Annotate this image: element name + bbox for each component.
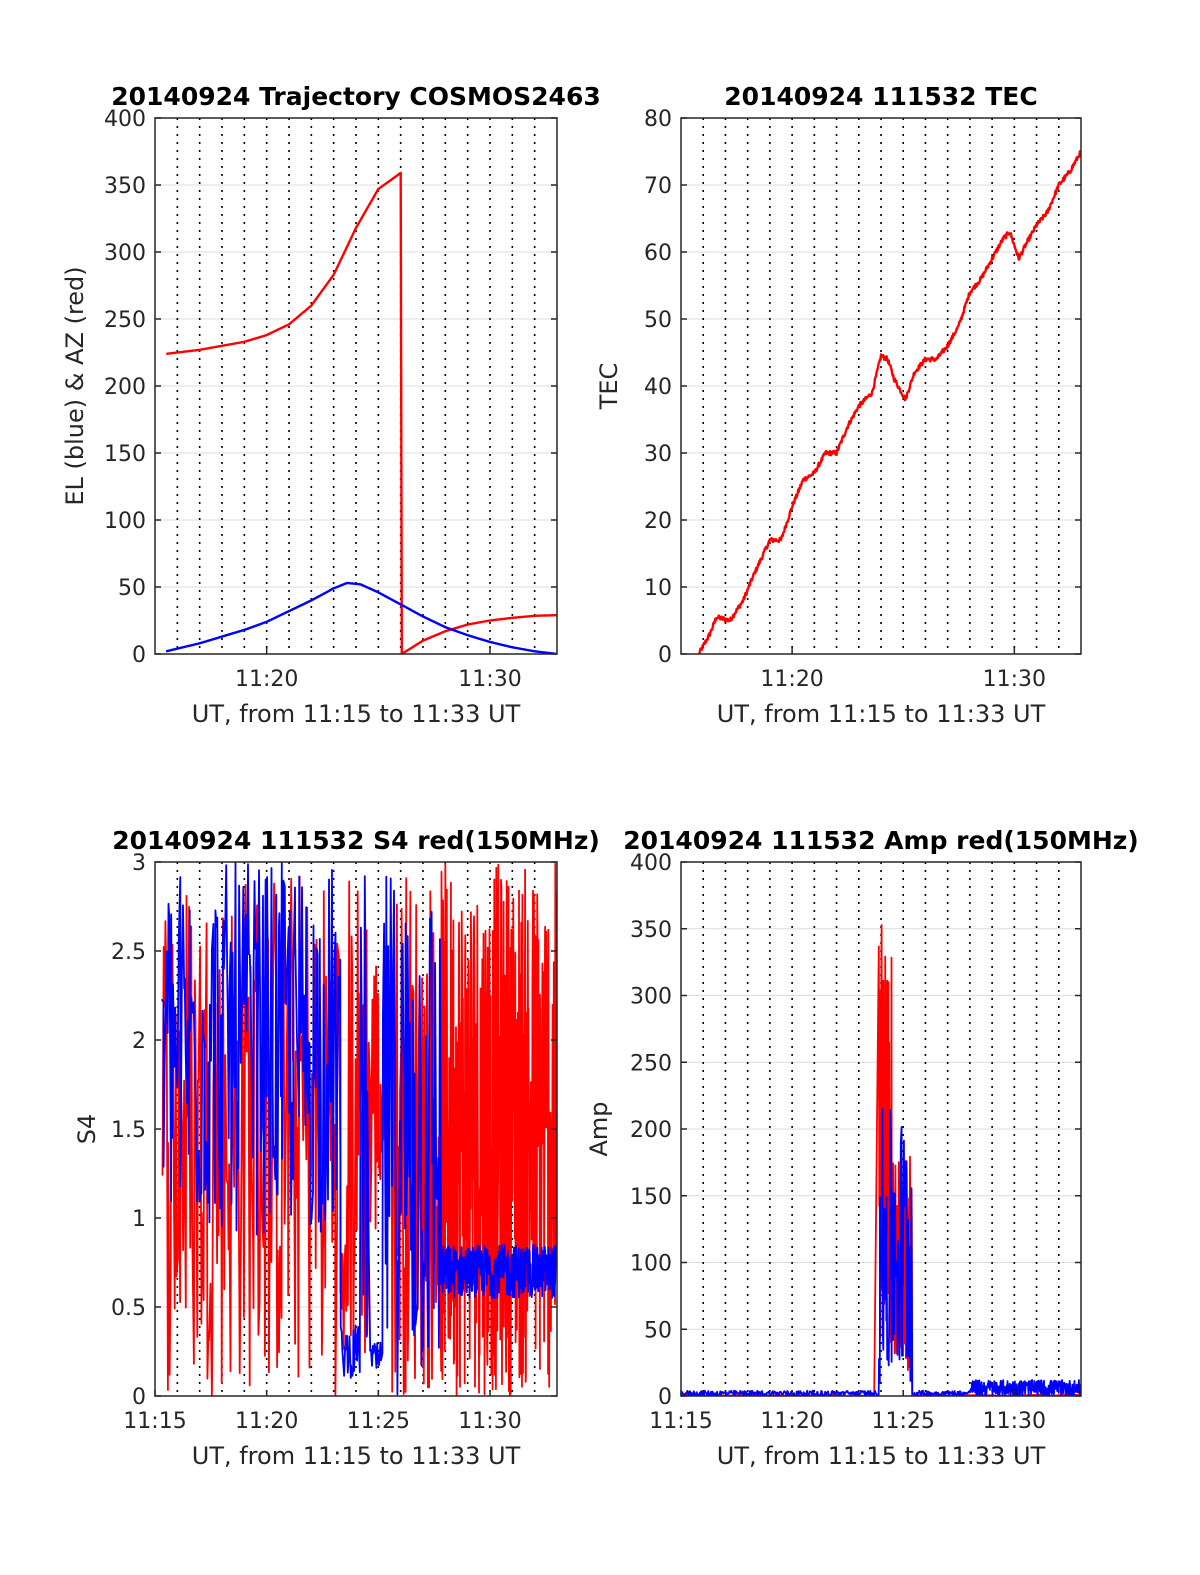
y-tick-label: 50	[644, 1318, 672, 1343]
y-axis-label: S4	[73, 1114, 101, 1145]
chart-2: 0 10 20 30 40 50 60 70 80 11:20 11:30 20140924 1115…	[595, 82, 1082, 728]
y-tick-label: 80	[644, 107, 672, 132]
y-tick-label: 40	[644, 375, 672, 400]
x-tick-label: 11:20	[760, 1409, 823, 1434]
chart-3: 0 0.5 1 1.5 2 2.5 3 11:15 11:20 11:25 11:30 2014092…	[73, 826, 600, 1470]
y-tick-label: 1	[132, 1207, 146, 1232]
y-tick-label: 50	[118, 576, 146, 601]
y-tick-label: 200	[630, 1118, 672, 1143]
y-tick-label: 400	[104, 107, 146, 132]
y-tick-label: 70	[644, 174, 672, 199]
x-tick-label: 11:15	[649, 1409, 712, 1434]
y-tick-label: 0	[658, 1385, 672, 1410]
y-tick-label: 300	[104, 241, 146, 266]
x-tick-label: 11:30	[983, 667, 1046, 692]
y-tick-label: 3	[132, 851, 146, 876]
y-tick-label: 300	[630, 985, 672, 1010]
x-tick-label: 11:30	[458, 667, 521, 692]
x-tick-label: 11:25	[347, 1409, 410, 1434]
x-tick-label: 11:20	[235, 1409, 298, 1434]
x-tick-label: 11:20	[235, 667, 298, 692]
y-tick-label: 2	[132, 1029, 146, 1054]
x-tick-label: 11:30	[458, 1409, 521, 1434]
x-axis-label: UT, from 11:15 to 11:33 UT	[192, 700, 521, 728]
y-tick-label: 20	[644, 509, 672, 534]
y-axis-label: TEC	[595, 363, 623, 411]
x-tick-label: 11:15	[123, 1409, 186, 1434]
y-tick-label: 150	[630, 1185, 672, 1210]
x-axis-label: UT, from 11:15 to 11:33 UT	[717, 700, 1046, 728]
y-tick-label: 250	[630, 1051, 672, 1076]
y-tick-label: 150	[104, 442, 146, 467]
y-tick-label: 0.5	[111, 1296, 146, 1321]
y-tick-label: 200	[104, 375, 146, 400]
y-axis-label: Amp	[585, 1101, 613, 1156]
x-axis-label: UT, from 11:15 to 11:33 UT	[717, 1442, 1046, 1470]
y-tick-label: 250	[104, 308, 146, 333]
y-tick-label: 10	[644, 576, 672, 601]
chart-title: 20140924 Trajectory COSMOS2463	[111, 82, 601, 111]
series-line-blue	[165, 581, 557, 654]
y-tick-label: 100	[104, 509, 146, 534]
y-tick-label: 50	[644, 308, 672, 333]
chart-title: 20140924 111532 TEC	[724, 82, 1037, 111]
y-tick-label: 400	[630, 851, 672, 876]
y-axis-label: EL (blue) & AZ (red)	[61, 266, 89, 505]
x-tick-label: 11:25	[872, 1409, 935, 1434]
y-tick-label: 2.5	[111, 940, 146, 965]
chart-title: 20140924 111532 S4 red(150MHz)	[112, 826, 600, 855]
series-line-blue	[160, 862, 557, 1396]
x-axis-label: UT, from 11:15 to 11:33 UT	[192, 1442, 521, 1470]
y-tick-label: 0	[132, 1385, 146, 1410]
chart-1: 0 50 100 150 200 250 300 350 400 11:20 11:30 201409…	[61, 82, 601, 728]
chart-4: 0 50 100 150 200 250 300 350 400 11:15 11:20 11:25 1…	[585, 826, 1139, 1470]
y-tick-label: 30	[644, 442, 672, 467]
series-line-red	[697, 150, 1081, 654]
x-tick-label: 11:30	[983, 1409, 1046, 1434]
y-tick-label: 0	[132, 643, 146, 668]
y-tick-label: 1.5	[111, 1118, 146, 1143]
y-tick-label: 100	[630, 1252, 672, 1277]
series-line-red	[165, 171, 557, 654]
y-tick-label: 350	[630, 918, 672, 943]
y-tick-label: 350	[104, 174, 146, 199]
y-tick-label: 60	[644, 241, 672, 266]
y-tick-label: 0	[658, 643, 672, 668]
x-tick-label: 11:20	[760, 667, 823, 692]
chart-title: 20140924 111532 Amp red(150MHz)	[623, 826, 1139, 855]
